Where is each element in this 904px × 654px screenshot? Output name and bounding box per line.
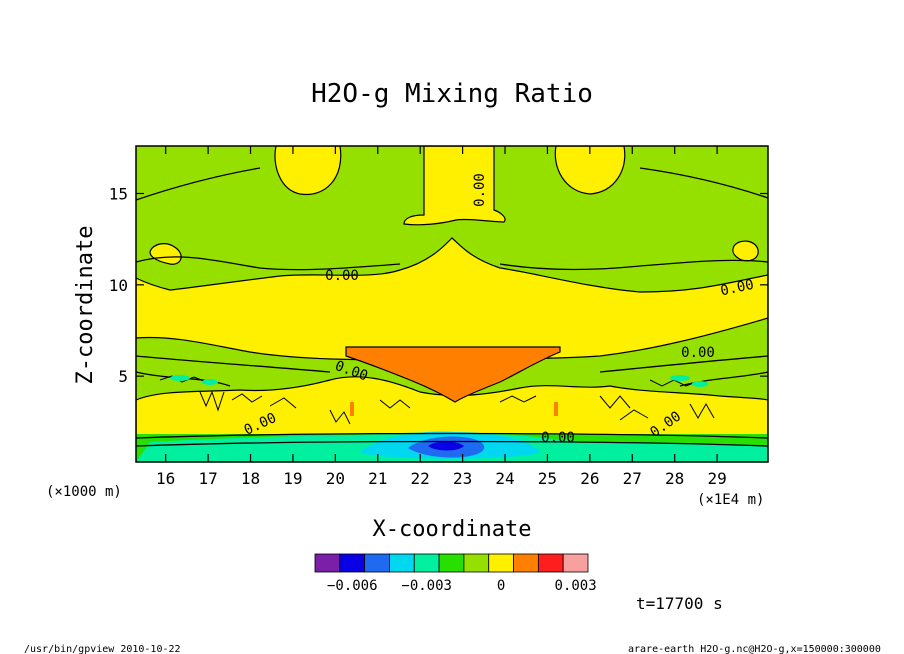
colorbar-swatch	[562, 553, 589, 573]
x-tick-label: 27	[623, 469, 642, 488]
x-tick-label: 25	[538, 469, 557, 488]
colorbar-swatch	[389, 553, 415, 573]
x-tick-label: 21	[368, 469, 387, 488]
surface-deep-blue	[428, 441, 464, 451]
colorbar: −0.006 −0.003 0 0.003	[314, 553, 597, 594]
y-axis: 5 10 15	[109, 184, 768, 386]
x-tick-label: 26	[580, 469, 599, 488]
small-cloud-right	[732, 240, 759, 262]
colorbar-tick-label: 0	[497, 578, 505, 594]
colorbar-swatch	[463, 553, 490, 573]
colorbar-swatch	[314, 553, 341, 573]
contour-label: 0.00	[719, 277, 755, 300]
colorbar-tick-label: 0.003	[555, 578, 597, 594]
convective-eddies	[159, 375, 715, 425]
colorbar-swatch	[438, 553, 465, 573]
contour-labels: 0.000.000.000.000.000.00 0.000.00	[242, 173, 756, 446]
upper-right-plume	[554, 146, 626, 195]
x-tick-label: 19	[283, 469, 302, 488]
contour-label: 0.00	[681, 345, 715, 361]
colorbar-swatch	[537, 553, 564, 573]
contour-label: 0.00	[541, 430, 575, 446]
x-tick-label: 18	[241, 469, 260, 488]
time-label: t=17700 s	[636, 594, 723, 613]
upper-center-plume	[403, 146, 506, 226]
x-tick-label: 22	[411, 469, 430, 488]
footer-right: arare-earth_H2O-g.nc@H2O-g,x=150000:3000…	[628, 644, 881, 654]
footer-left: /usr/bin/gpview 2010-10-22	[24, 644, 181, 654]
x-tick-label: 28	[665, 469, 684, 488]
y-axis-unit: (×1000 m)	[46, 484, 122, 500]
plot-frame	[135, 145, 769, 463]
x-tick-label: 24	[495, 469, 514, 488]
x-tick-label: 20	[326, 469, 345, 488]
x-tick-label: 29	[707, 469, 726, 488]
colorbar-swatch	[513, 553, 539, 573]
colorbar-swatch	[339, 553, 366, 573]
orange-anvil	[345, 346, 561, 403]
small-cloud-left	[149, 243, 182, 265]
x-axis-unit: (×1E4 m)	[697, 492, 764, 508]
contour-label: 0.00	[325, 268, 359, 284]
y-tick-label: 5	[118, 367, 128, 386]
x-tick-label: 17	[198, 469, 217, 488]
plot-field	[136, 146, 768, 462]
colorbar-tick-label: −0.003	[401, 578, 452, 594]
x-axis-label: X-coordinate	[373, 517, 532, 542]
lower-yellow-layer	[136, 376, 768, 441]
contour-label: 0.00	[472, 173, 488, 207]
y-tick-label: 10	[109, 276, 128, 295]
colored-eddies	[170, 375, 708, 416]
x-tick-label: 23	[453, 469, 472, 488]
y-tick-label: 15	[109, 184, 128, 203]
y-axis-label: Z-coordinate	[73, 226, 98, 385]
x-tick-label: 16	[156, 469, 175, 488]
colorbar-swatch	[364, 553, 390, 573]
colorbar-swatch	[488, 553, 514, 573]
upper-left-plume	[274, 146, 342, 196]
chart-title: H2O-g Mixing Ratio	[311, 79, 593, 109]
colorbar-swatch	[413, 553, 440, 573]
x-axis: 16 17 18 19 20 21 22 23 24 25 26 27 28 29	[156, 146, 727, 488]
colorbar-tick-label: −0.006	[327, 578, 378, 594]
